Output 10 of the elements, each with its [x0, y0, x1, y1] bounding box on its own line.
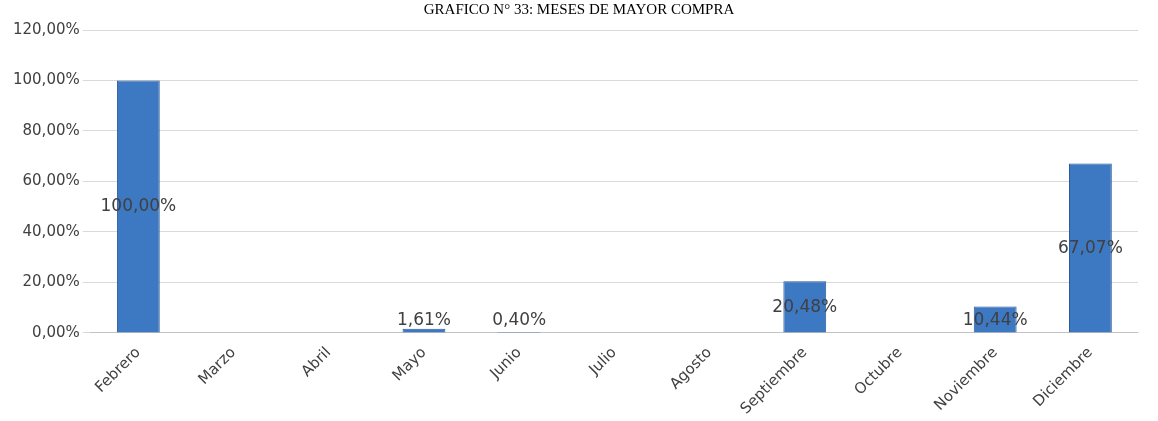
data-label: 0,40%: [492, 309, 547, 330]
chart-title: GRAFICO N° 33: MESES DE MAYOR COMPRA: [422, 0, 736, 18]
y-tick-label: 60,00%: [22, 171, 80, 190]
data-label: 1,61%: [396, 309, 451, 330]
y-tick-label: 80,00%: [22, 120, 80, 139]
y-tick-label: 120,00%: [12, 19, 80, 38]
y-tick-label: 100,00%: [12, 70, 80, 89]
y-tick-label: 20,00%: [22, 272, 80, 291]
y-tick-label: 40,00%: [22, 221, 80, 240]
y-tick-label: 0,00%: [32, 322, 80, 341]
